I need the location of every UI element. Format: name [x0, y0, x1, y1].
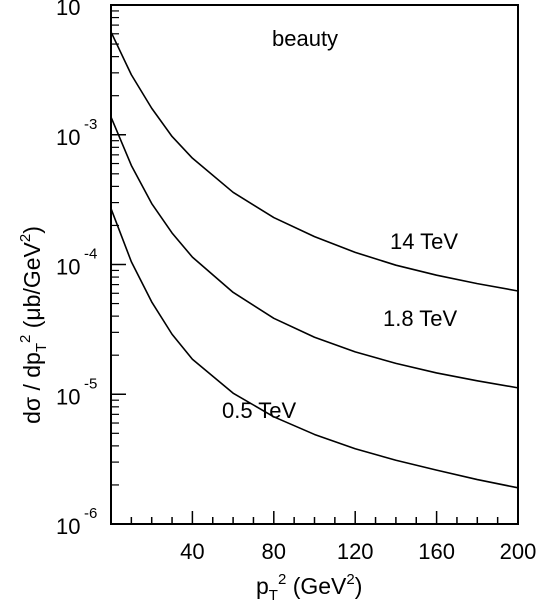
x-tick-label: 80: [262, 539, 286, 564]
x-axis-label: pT2 (GeV2): [256, 571, 362, 604]
y-tick-label: 10-4: [56, 246, 97, 280]
plot-frame: [110, 4, 519, 525]
curves: [110, 31, 519, 489]
y-axis-label: dσ / dpT2 (μb/GeV2): [17, 226, 50, 424]
x-tick-label: 160: [418, 539, 455, 564]
series-line-0: [110, 31, 519, 292]
series-line-2: [110, 208, 519, 489]
axis-ticks: [111, 10, 499, 524]
y-tick-label: 10-5: [56, 375, 97, 409]
y-tick-label: 10-3: [56, 116, 97, 150]
y-tick-label: 10-6: [56, 505, 97, 539]
y-tick-labels: 10-2 10-3 10-4 10-5 10-6: [56, 0, 97, 539]
series-label-1-8tev: 1.8 TeV: [383, 306, 458, 331]
x-tick-label: 120: [337, 539, 374, 564]
series-line-1: [110, 116, 519, 389]
x-tick-label: 200: [500, 539, 537, 564]
y-tick-label: 10-2: [56, 0, 97, 20]
annotation-beauty: beauty: [272, 26, 338, 51]
series-label-14tev: 14 TeV: [390, 229, 458, 254]
series-label-0-5tev: 0.5 TeV: [222, 398, 297, 423]
x-tick-label: 40: [180, 539, 204, 564]
x-tick-labels: 40 80 120 160 200: [180, 539, 536, 564]
